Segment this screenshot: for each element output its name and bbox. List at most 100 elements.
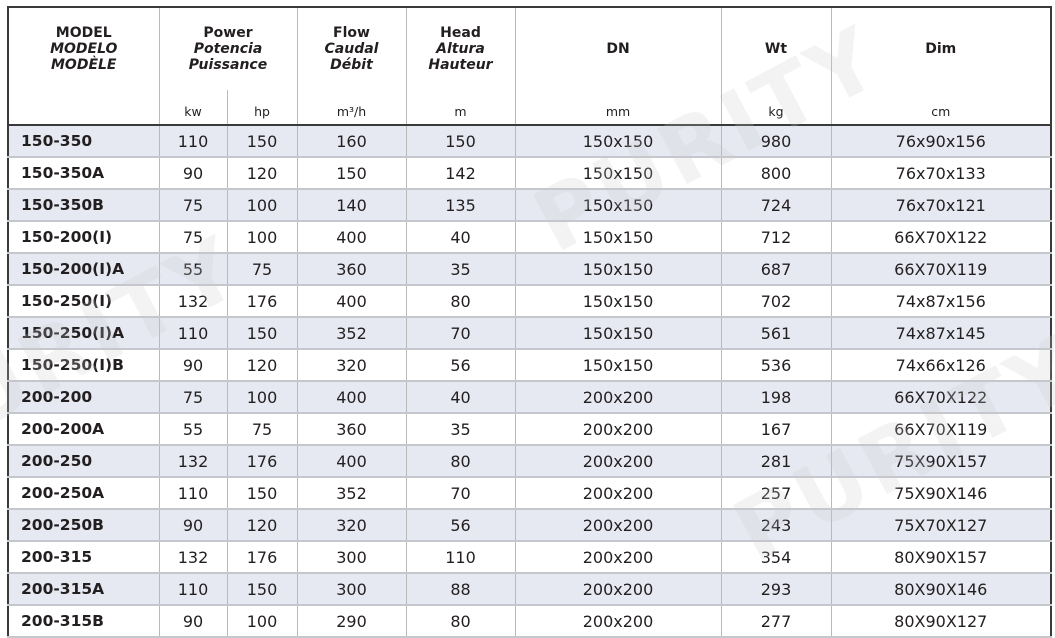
- cell-wt: 724: [720, 189, 831, 222]
- header-wt: Wt: [720, 7, 831, 90]
- cell-hp: 75: [226, 413, 297, 446]
- table-row: 200-315 132 176 300 110 200x200 354 80X90X157: [7, 541, 1051, 574]
- cell-flow: 320: [296, 349, 406, 382]
- cell-dn: 200x200: [514, 573, 721, 606]
- cell-dim: 80X90X157: [830, 541, 1051, 574]
- cell-dim: 75X90X157: [830, 445, 1051, 478]
- cell-dn: 150x150: [514, 189, 721, 222]
- cell-hp: 120: [226, 509, 297, 542]
- cell-model: 150-200(I): [7, 221, 159, 254]
- cell-hp: 150: [226, 573, 297, 606]
- header-dn: DN: [514, 7, 721, 90]
- cell-dim: 66X70X119: [830, 413, 1051, 446]
- cell-dim: 76x90x156: [830, 125, 1051, 158]
- table-row: 150-250(I)B 90 120 320 56 150x150 536 74x66x126: [7, 349, 1051, 382]
- table-row: 200-250B 90 120 320 56 200x200 243 75X70X127: [7, 509, 1051, 542]
- cell-head: 56: [405, 349, 515, 382]
- cell-dim: 80X90X127: [830, 605, 1051, 638]
- cell-head: 80: [405, 445, 515, 478]
- cell-head: 150: [405, 125, 515, 158]
- cell-dim: 80X90X146: [830, 573, 1051, 606]
- cell-kw: 110: [158, 477, 227, 510]
- cell-dim: 66X70X122: [830, 381, 1051, 414]
- cell-flow: 320: [296, 509, 406, 542]
- unit-model: [7, 90, 159, 126]
- cell-dim: 75X90X146: [830, 477, 1051, 510]
- cell-dn: 200x200: [514, 509, 721, 542]
- cell-flow: 160: [296, 125, 406, 158]
- cell-dim: 76x70x121: [830, 189, 1051, 222]
- cell-flow: 400: [296, 445, 406, 478]
- cell-dn: 200x200: [514, 445, 721, 478]
- cell-model: 200-200A: [7, 413, 159, 446]
- table-row: 150-350B 75 100 140 135 150x150 724 76x70x121: [7, 189, 1051, 222]
- cell-hp: 120: [226, 157, 297, 190]
- unit-dim: cm: [830, 90, 1051, 126]
- cell-hp: 150: [226, 125, 297, 158]
- cell-hp: 176: [226, 541, 297, 574]
- table-row: 200-250A 110 150 352 70 200x200 257 75X90X146: [7, 477, 1051, 510]
- cell-flow: 300: [296, 573, 406, 606]
- cell-kw: 110: [158, 125, 227, 158]
- cell-dn: 150x150: [514, 253, 721, 286]
- cell-wt: 702: [720, 285, 831, 318]
- cell-dim: 66X70X119: [830, 253, 1051, 286]
- cell-kw: 55: [158, 413, 227, 446]
- table-row: 200-200 75 100 400 40 200x200 198 66X70X122: [7, 381, 1051, 414]
- cell-model: 150-350B: [7, 189, 159, 222]
- cell-dim: 74x87x156: [830, 285, 1051, 318]
- cell-wt: 561: [720, 317, 831, 350]
- table-row: 200-200A 55 75 360 35 200x200 167 66X70X119: [7, 413, 1051, 446]
- cell-head: 40: [405, 221, 515, 254]
- cell-flow: 360: [296, 413, 406, 446]
- cell-flow: 290: [296, 605, 406, 638]
- cell-dn: 200x200: [514, 413, 721, 446]
- cell-head: 35: [405, 253, 515, 286]
- cell-wt: 687: [720, 253, 831, 286]
- cell-head: 80: [405, 285, 515, 318]
- cell-hp: 150: [226, 477, 297, 510]
- cell-kw: 90: [158, 509, 227, 542]
- cell-model: 150-250(I)A: [7, 317, 159, 350]
- cell-wt: 712: [720, 221, 831, 254]
- cell-hp: 176: [226, 285, 297, 318]
- cell-hp: 100: [226, 221, 297, 254]
- cell-wt: 243: [720, 509, 831, 542]
- header-head: Head Altura Hauteur: [405, 7, 515, 90]
- cell-kw: 110: [158, 573, 227, 606]
- cell-flow: 400: [296, 221, 406, 254]
- cell-wt: 800: [720, 157, 831, 190]
- cell-head: 70: [405, 317, 515, 350]
- table-row: 200-315A 110 150 300 88 200x200 293 80X90X146: [7, 573, 1051, 606]
- cell-dim: 74x66x126: [830, 349, 1051, 382]
- table-row: 150-250(I)A 110 150 352 70 150x150 561 74x87x14…: [7, 317, 1051, 350]
- cell-wt: 293: [720, 573, 831, 606]
- unit-hp: hp: [226, 90, 297, 126]
- cell-dn: 150x150: [514, 125, 721, 158]
- cell-wt: 536: [720, 349, 831, 382]
- cell-hp: 176: [226, 445, 297, 478]
- unit-dn: mm: [514, 90, 721, 126]
- cell-dn: 150x150: [514, 317, 721, 350]
- cell-dim: 66X70X122: [830, 221, 1051, 254]
- cell-flow: 400: [296, 381, 406, 414]
- cell-kw: 75: [158, 189, 227, 222]
- unit-head: m: [405, 90, 515, 126]
- cell-kw: 90: [158, 157, 227, 190]
- cell-head: 142: [405, 157, 515, 190]
- cell-head: 88: [405, 573, 515, 606]
- cell-model: 200-315: [7, 541, 159, 574]
- header-power: Power Potencia Puissance: [158, 7, 297, 90]
- cell-flow: 150: [296, 157, 406, 190]
- cell-model: 200-250A: [7, 477, 159, 510]
- cell-flow: 352: [296, 477, 406, 510]
- cell-model: 200-315B: [7, 605, 159, 638]
- cell-model: 200-250B: [7, 509, 159, 542]
- unit-flow: m³/h: [296, 90, 406, 126]
- cell-model: 200-315A: [7, 573, 159, 606]
- cell-head: 35: [405, 413, 515, 446]
- pump-spec-table: MODEL MODELO MODÈLE Power Potencia Puissance…: [7, 6, 1052, 638]
- table-row: 150-350 110 150 160 150 150x150 980 76x90x156: [7, 125, 1051, 158]
- cell-wt: 198: [720, 381, 831, 414]
- table-row: 150-200(I)A 55 75 360 35 150x150 687 66X70X119: [7, 253, 1051, 286]
